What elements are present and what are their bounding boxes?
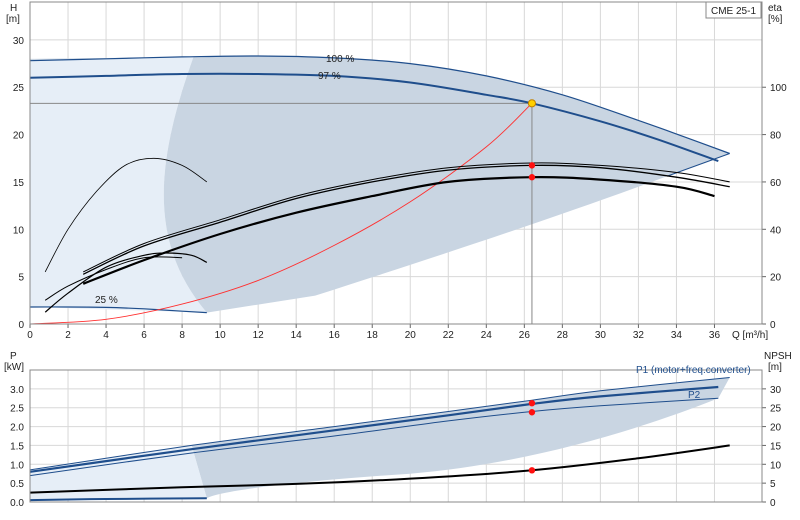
head-panel: 0 2 4 6 8 10 12 14 16 18 20 22 24 26 28 30 32 34 360510152… — [13, 1, 787, 341]
flow-tick-label: 20 — [405, 330, 417, 341]
eta-axis-label: eta — [768, 3, 782, 14]
flow-tick-label: 28 — [557, 330, 569, 341]
flow-tick-label: 0 — [27, 330, 33, 341]
p1-power-curve — [29, 385, 719, 473]
flow-tick-label: 26 — [519, 330, 531, 341]
power-tick-label: 1.5 — [10, 441, 24, 452]
flow-tick-label: 24 — [481, 330, 493, 341]
curve-label-97: 97 % — [318, 71, 341, 82]
flow-tick-label: 32 — [633, 330, 645, 341]
power-tick-label: 2.0 — [10, 423, 24, 434]
head-tick-label: 0 — [18, 320, 24, 331]
flow-tick-label: 22 — [443, 330, 455, 341]
efficiency-curve-upper-a — [82, 162, 730, 273]
efficiency-operating-point — [528, 174, 536, 181]
power-operating-point — [528, 409, 536, 416]
eta-axis-unit: [%] — [768, 14, 783, 25]
envelope-min-line — [29, 306, 207, 314]
head-tick-label: 15 — [13, 178, 25, 189]
head-axis-unit: [m] — [6, 14, 20, 25]
power-operating-point — [528, 399, 536, 407]
npsh-axis-label: NPSH — [764, 351, 792, 362]
flow-axis-label: Q [m³/h] — [732, 330, 768, 341]
head-plot-frame — [29, 1, 763, 325]
power-panel: 0.0 0.5 1.0 1.5 2.0 2.5 3.0 0 5 10 15 20 25 30 — [10, 369, 782, 509]
envelope-max-line — [29, 55, 730, 155]
head-lines — [29, 72, 730, 325]
power-min-speed-zone — [30, 445, 207, 501]
flow-tick-label: 16 — [329, 330, 341, 341]
flow-tick-label: 18 — [367, 330, 379, 341]
power-tick-label: 2.5 — [10, 404, 24, 415]
speed-curve-97 — [29, 72, 719, 163]
min-speed-zone — [30, 56, 207, 313]
head-tick-label: 10 — [13, 225, 25, 236]
head-tick-label: 30 — [13, 36, 25, 47]
flow-tick-label: 14 — [291, 330, 303, 341]
power-envelope-fill — [30, 377, 730, 499]
head-tick-labels: 0 2 4 6 8 10 12 14 16 18 20 22 24 26 28 30 32 34 360510152… — [13, 36, 787, 341]
power-tick-label: 1.0 — [10, 460, 24, 471]
power-tick-label: 0.5 — [10, 479, 24, 490]
head-axis-label: H — [10, 3, 17, 14]
eta-tick-label: 40 — [770, 225, 782, 236]
npsh-tick-label: 15 — [770, 441, 782, 452]
eta-tick-label: 100 — [770, 83, 787, 94]
curve-label-100: 100 % — [326, 54, 354, 65]
pump-model-box — [705, 1, 762, 19]
npsh-curve — [29, 444, 730, 494]
npsh-tick-label: 25 — [770, 404, 782, 415]
power-axis-label: P — [10, 351, 17, 362]
efficiency-curve-min-speed — [44, 252, 208, 313]
series-label-p1: P1 (motor+freq.converter) — [636, 365, 751, 376]
series-label-p2: P2 — [688, 390, 701, 401]
power-axis-unit: [kW] — [4, 362, 24, 373]
flow-tick-label: 34 — [671, 330, 683, 341]
flow-tick-label: 8 — [179, 330, 185, 341]
efficiency-curve-min-speed-low — [44, 256, 183, 301]
eta-tick-label: 20 — [770, 273, 782, 284]
power-envelope — [30, 377, 730, 501]
npsh-tick-label: 30 — [770, 385, 782, 396]
npsh-tick-label: 20 — [770, 423, 782, 434]
pump-model-title: CME 25-1 — [711, 6, 756, 17]
eta-tick-label: 80 — [770, 131, 782, 142]
eta-tick-label: 0 — [770, 320, 776, 331]
eta-tick-label: 60 — [770, 178, 782, 189]
flow-tick-label: 4 — [103, 330, 109, 341]
npsh-axis-unit: [m] — [768, 362, 782, 373]
flow-tick-label: 10 — [215, 330, 227, 341]
head-envelope — [29, 55, 730, 314]
efficiency-curve-partial — [44, 157, 208, 273]
head-tick-label: 5 — [18, 273, 24, 284]
flow-tick-label: 12 — [253, 330, 265, 341]
p1-envelope-line — [29, 377, 730, 471]
power-tick-labels: 0.0 0.5 1.0 1.5 2.0 2.5 3.0 0 5 10 15 20 25 30 — [10, 385, 781, 509]
flow-tick-label: 6 — [141, 330, 147, 341]
efficiency-curve-upper-b — [82, 164, 730, 275]
flow-tick-label: 36 — [709, 330, 721, 341]
power-tick-label: 3.0 — [10, 385, 24, 396]
npsh-tick-label: 0 — [770, 498, 776, 509]
curve-label-25: 25 % — [95, 295, 118, 306]
system-curve — [29, 102, 533, 325]
power-operating-point — [528, 467, 536, 474]
efficiency-curve-main — [82, 176, 715, 285]
min-speed-power-curve — [29, 497, 207, 502]
duty-point-marker — [527, 99, 537, 108]
flow-tick-label: 30 — [595, 330, 607, 341]
npsh-tick-label: 5 — [770, 479, 776, 490]
p2-power-curve — [29, 397, 719, 477]
npsh-tick-label: 10 — [770, 460, 782, 471]
flow-tick-label: 2 — [65, 330, 71, 341]
efficiency-operating-point — [528, 162, 536, 169]
head-tick-label: 25 — [13, 83, 25, 94]
power-plot-frame — [29, 369, 763, 503]
head-tick-label: 20 — [13, 131, 25, 142]
power-tick-label: 0.0 — [10, 498, 24, 509]
operating-envelope — [30, 55, 730, 313]
power-lines — [29, 377, 730, 502]
